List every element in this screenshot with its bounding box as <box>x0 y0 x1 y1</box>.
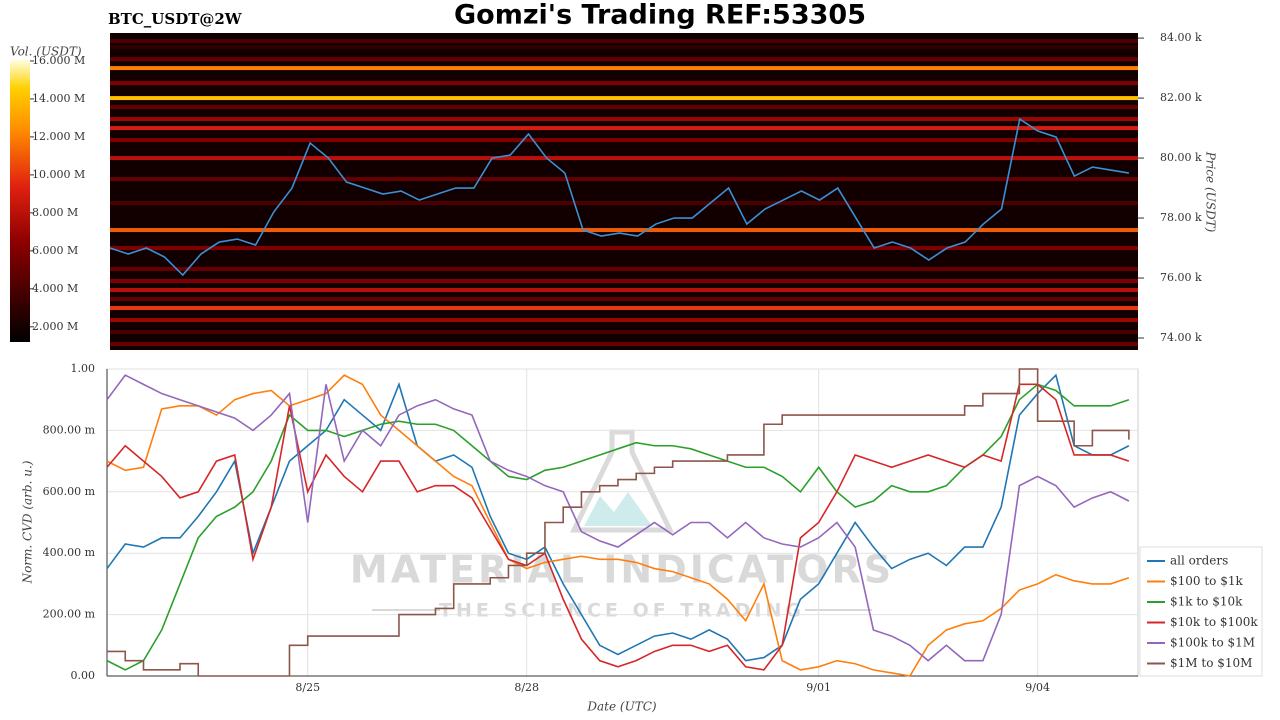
watermark-logo <box>584 492 652 526</box>
legend: all orders $100 to $1k $1k to $10k $10k to … <box>1139 546 1263 677</box>
liquidity-level <box>110 105 1138 110</box>
liquidity-level <box>110 330 1138 335</box>
watermark-logo <box>570 429 674 533</box>
liquidity-level <box>110 228 1138 233</box>
legend-box <box>1139 546 1263 677</box>
liquidity-level <box>110 267 1138 272</box>
liquidity-level <box>110 288 1138 293</box>
liquidity-level <box>110 117 1138 122</box>
y-tick-label: 78.00 k <box>1160 211 1202 224</box>
y-tick-label: 400.00 m <box>43 546 96 559</box>
price-line <box>109 117 1130 277</box>
x-tick-label: 8/28 <box>514 681 539 694</box>
liquidity-level <box>110 66 1138 71</box>
liquidity-level <box>110 201 1138 206</box>
y-axis-label: Norm. CVD (arb. u.) <box>21 460 35 584</box>
y-tick-label: 200.00 m <box>43 608 96 621</box>
symbol: BTC_USDT@2W <box>108 10 243 28</box>
cvd-line <box>106 383 1130 671</box>
y-tick-label: 0.00 <box>71 669 96 682</box>
y-tick-label: 800.00 m <box>43 423 96 436</box>
colorbar <box>10 60 30 342</box>
legend-label: $10k to $100k <box>1170 615 1258 629</box>
colorbar-tick-label: 12.000 M <box>32 130 85 143</box>
heatmap-levels <box>110 39 1138 347</box>
liquidity-level <box>110 138 1138 143</box>
legend-label: $1M to $10M <box>1170 656 1252 670</box>
liquidity-level <box>110 57 1138 62</box>
liquidity-level <box>110 156 1138 161</box>
cvd-line <box>107 368 1130 677</box>
x-tick-label: 9/01 <box>806 681 831 694</box>
cvd-line <box>106 374 1130 677</box>
y-tick-label: 82.00 k <box>1160 91 1202 104</box>
liquidity-level <box>110 318 1138 323</box>
liquidity-level <box>110 279 1138 284</box>
legend-label: $1k to $10k <box>1170 595 1243 609</box>
x-tick-label: 8/25 <box>295 681 320 694</box>
y-tick-label: 600.00 m <box>43 485 96 498</box>
y-tick-label: 74.00 k <box>1160 331 1202 344</box>
colorbar-tick-label: 8.000 M <box>32 206 78 219</box>
y-tick-label: 76.00 k <box>1160 271 1202 284</box>
x-tick-label: 9/04 <box>1025 681 1050 694</box>
cvd-line <box>106 383 1130 671</box>
liquidity-level <box>110 342 1138 347</box>
liquidity-level <box>110 297 1138 302</box>
watermark-name: MATERIAL INDICATORS <box>350 548 894 592</box>
legend-label: $100 to $1k <box>1170 574 1243 588</box>
colorbar-tick-label: 4.000 M <box>32 282 78 295</box>
cvd-line <box>106 373 1130 662</box>
liquidity-level <box>110 306 1138 311</box>
liquidity-level <box>110 126 1138 131</box>
y-tick-label: 84.00 k <box>1160 31 1202 44</box>
heatmap-background <box>110 33 1138 350</box>
y-tick-label: 1.00 <box>71 362 96 375</box>
y-axis-label: Price (USDT) <box>1204 151 1218 233</box>
colorbar-tick-label: 10.000 M <box>32 168 85 181</box>
page-title: Gomzi's Trading REF:53305 <box>454 0 866 31</box>
liquidity-level <box>110 177 1138 182</box>
liquidity-level <box>110 96 1138 101</box>
watermark-tagline: THE SCIENCE OF TRADING <box>439 600 805 622</box>
colorbar-label: Vol. (USDT) <box>10 45 82 59</box>
legend-label: all orders <box>1170 554 1228 568</box>
x-axis-label: Date (UTC) <box>586 700 656 714</box>
liquidity-level <box>110 39 1138 44</box>
liquidity-level <box>110 45 1138 50</box>
watermark: MATERIAL INDICATORS THE SCIENCE OF TRADI… <box>350 429 894 622</box>
colorbar-tick-label: 6.000 M <box>32 244 78 257</box>
colorbar-tick-label: 2.000 M <box>32 320 78 333</box>
liquidity-level <box>110 81 1138 86</box>
colorbar-tick-label: 16.000 M <box>32 54 85 67</box>
legend-label: $100k to $1M <box>1170 636 1255 650</box>
liquidity-level <box>110 246 1138 251</box>
y-tick-label: 80.00 k <box>1160 151 1202 164</box>
colorbar-tick-label: 14.000 M <box>32 92 85 105</box>
cvd-line <box>106 374 1130 662</box>
